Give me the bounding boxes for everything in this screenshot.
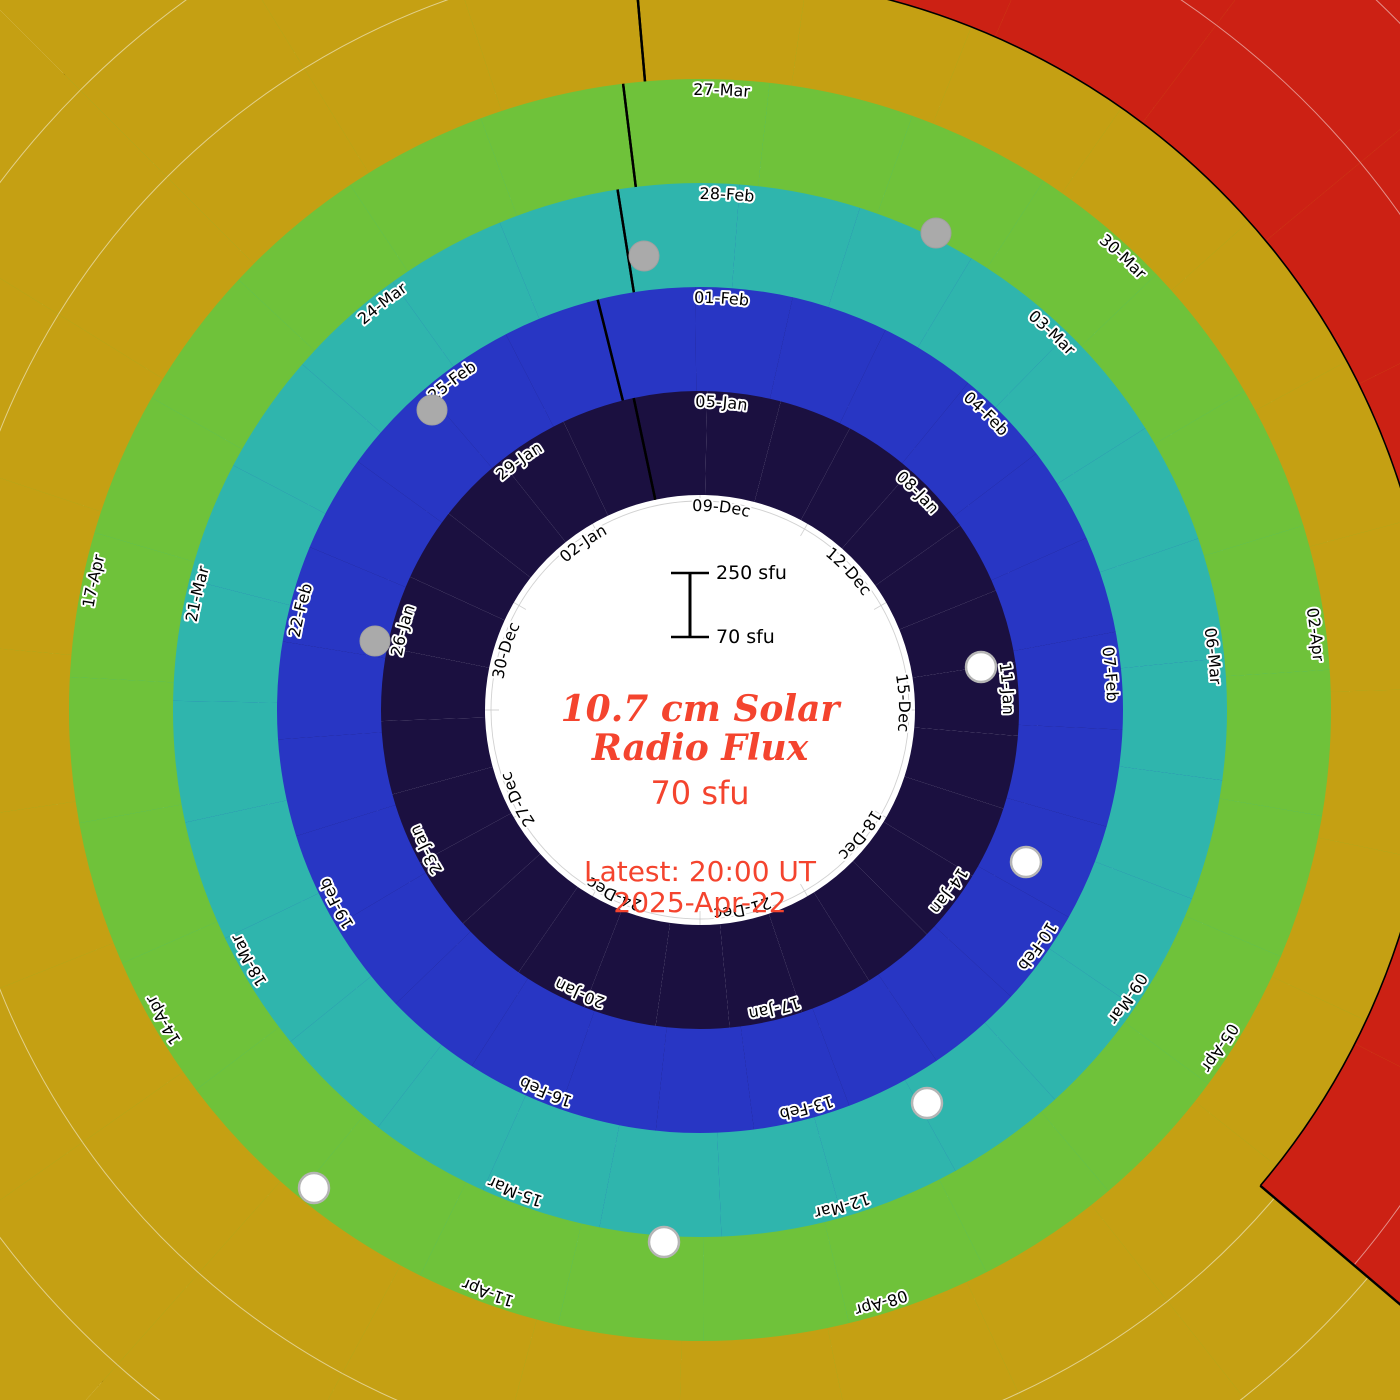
full-moon-marker bbox=[1009, 845, 1043, 879]
center-latest-date: 2025-Apr-22 bbox=[613, 886, 787, 920]
ring-date-label: 27-Mar bbox=[693, 80, 751, 101]
scale-bar-top-label: 250 sfu bbox=[716, 562, 787, 584]
full-moon-marker bbox=[297, 1171, 331, 1205]
center-current-value: 70 sfu bbox=[650, 773, 750, 812]
center-title-line2: Radio Flux bbox=[591, 726, 809, 769]
moon-marker-layer bbox=[297, 217, 1043, 1259]
new-moon-marker bbox=[359, 625, 391, 657]
center-title-line1: 10.7 cm Solar bbox=[560, 688, 840, 730]
full-moon-marker bbox=[910, 1086, 944, 1120]
new-moon-marker bbox=[628, 240, 660, 272]
flux-ring bbox=[886, 0, 1400, 1306]
new-moon-marker bbox=[920, 217, 952, 249]
ring-date-label: 09-Dec bbox=[692, 496, 752, 521]
ring-date-label: 28-Feb bbox=[699, 184, 755, 206]
full-moon-marker bbox=[647, 1225, 681, 1259]
center-latest-time: Latest: 20:00 UT bbox=[583, 854, 817, 888]
full-moon-marker bbox=[964, 650, 998, 684]
scale-bar-bottom-label: 70 sfu bbox=[716, 626, 775, 648]
ring-date-label: 01-Feb bbox=[694, 288, 750, 310]
center-title-block: 10.7 cm Solar Radio Flux 70 sfu Latest: … bbox=[440, 688, 960, 920]
new-moon-marker bbox=[416, 394, 448, 426]
